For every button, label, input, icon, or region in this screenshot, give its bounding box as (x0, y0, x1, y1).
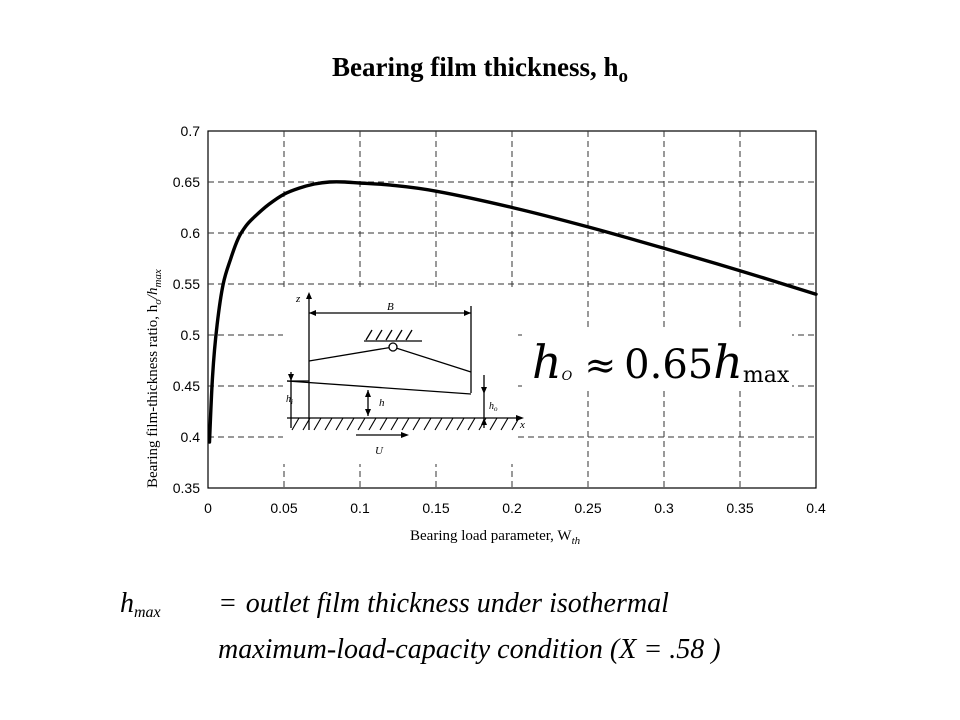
x-tick-label: 0.4 (806, 500, 826, 516)
x-tick-label: 0.3 (654, 500, 674, 516)
footnote: hmax = outlet film thickness under isoth… (120, 583, 721, 671)
y-tick-label: 0.6 (181, 225, 201, 241)
x-tick-label: 0.05 (270, 500, 297, 516)
y-tick-label: 0.45 (173, 378, 200, 394)
x-tick-label: 0.25 (574, 500, 601, 516)
film-thickness-chart: 0 0.05 0.1 0.15 0.2 0.25 0.3 0.35 0.4 0.35 0.4 0.4… (145, 123, 826, 547)
x-tick-label: 0.35 (726, 500, 753, 516)
x-tick-label: 0 (204, 500, 212, 516)
inset-b-label: B (387, 301, 394, 313)
x-axis-label: Bearing load parameter, Wth (410, 528, 581, 547)
y-tick-label: 0.65 (173, 174, 200, 190)
x-tick-labels: 0 0.05 0.1 0.15 0.2 0.25 0.3 0.35 0.4 (204, 500, 826, 516)
y-tick-label: 0.35 (173, 480, 200, 496)
y-tick-label: 0.55 (173, 276, 200, 292)
footnote-text-1: outlet film thickness under isothermal (245, 588, 669, 619)
footnote-equals: = (220, 588, 236, 619)
inset-hi-label: hi (286, 394, 293, 406)
y-tick-label: 0.4 (181, 429, 201, 445)
inset-h-label: h (379, 397, 385, 409)
slide-title-subscript: o (618, 66, 629, 87)
inset-ho-label: ho (489, 401, 498, 413)
x-tick-label: 0.15 (422, 500, 449, 516)
slide-title-text: Bearing film thickness, (331, 52, 604, 82)
footnote-symbol: hmax (120, 588, 161, 621)
inset-x-label: x (519, 419, 525, 431)
y-tick-label: 0.7 (181, 123, 201, 139)
film-thickness-curve (207, 180, 818, 444)
y-axis-label: Bearing film-thickness ratio, ho/hmax (145, 269, 164, 488)
footnote-line-1: hmax = outlet film thickness under isoth… (120, 583, 721, 629)
x-tick-label: 0.2 (502, 500, 522, 516)
y-tick-labels: 0.35 0.4 0.45 0.5 0.55 0.6 0.65 0.7 (173, 123, 200, 496)
footnote-line-2: maximum-load-capacity condition (X = .58… (218, 629, 721, 671)
footnote-text-2: maximum-load-capacity condition (X = .58… (218, 634, 721, 665)
approximation-formula: hO ≈0.65hmax (532, 335, 790, 389)
slide-title-symbol: h (603, 52, 619, 82)
slide-title: Bearing film thickness, ho (0, 52, 960, 87)
y-tick-label: 0.5 (181, 327, 201, 343)
x-tick-label: 0.1 (350, 500, 370, 516)
inset-z-label: z (295, 293, 301, 305)
inset-u-label: U (375, 445, 384, 457)
bearing-inset-diagram: z B hi h ho x U (283, 288, 525, 464)
